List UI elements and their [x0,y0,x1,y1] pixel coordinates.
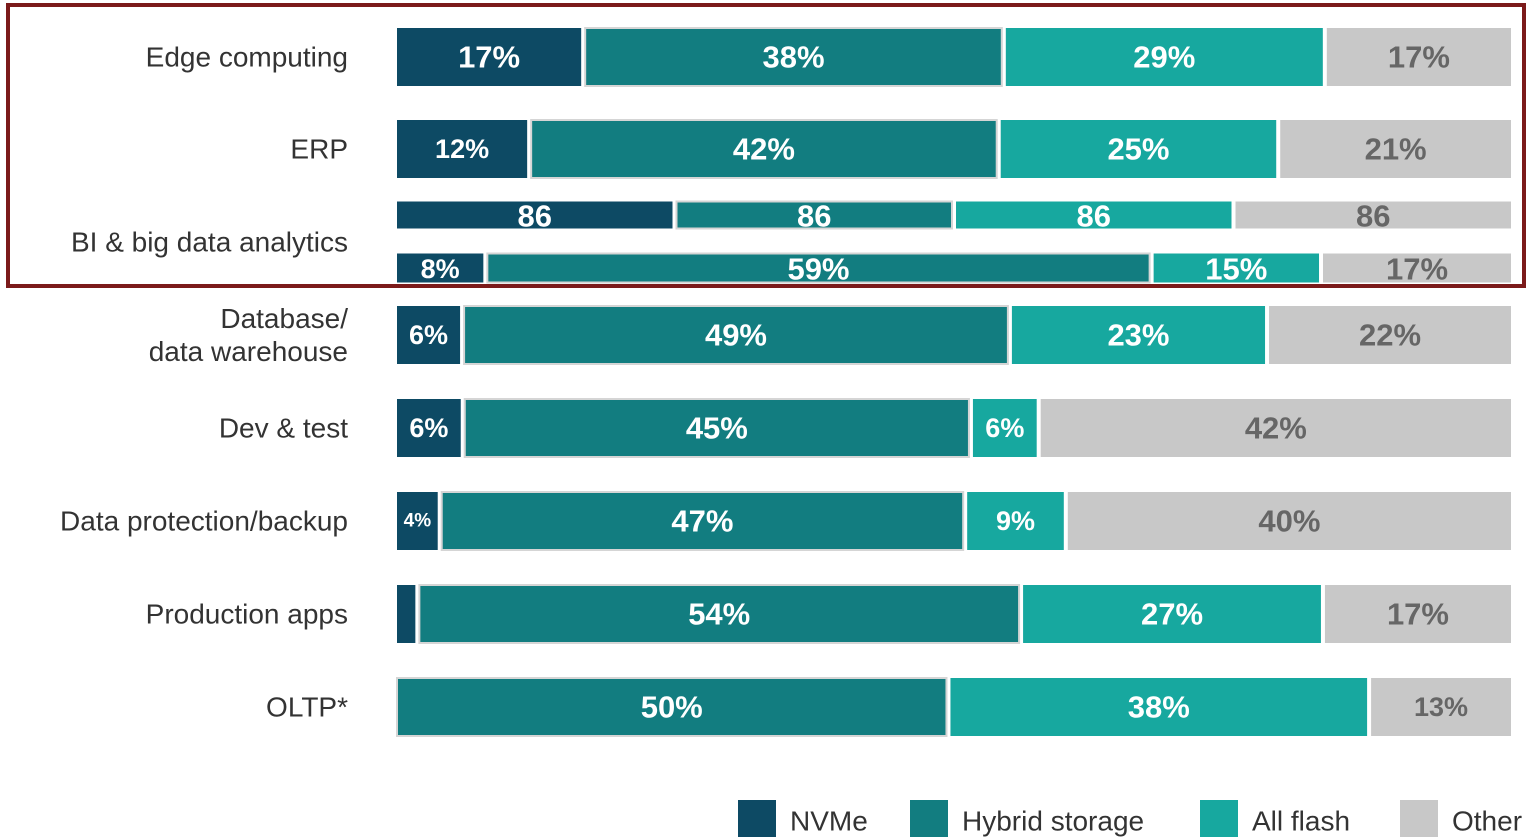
value-label: 86 [1356,199,1390,234]
value-label: 42% [1245,411,1307,446]
value-label: 12% [435,134,489,164]
legend-label: NVMe [790,806,868,837]
value-label: 29% [1133,40,1195,75]
bar-segment [463,305,1009,365]
bar-segment [396,677,948,737]
bar-segment [397,399,461,457]
value-label: 54% [688,597,750,632]
value-label: 23% [1107,318,1169,353]
bar-segment [397,28,582,86]
bar-segment [967,492,1064,550]
value-label: 17% [1387,597,1449,632]
legend-swatch [910,800,948,837]
value-label: 42% [733,132,795,167]
bar-segment [956,201,1232,229]
value-label: 22% [1359,318,1421,353]
legend-swatch [1200,800,1238,837]
category-label: BI & big data analytics [70,226,348,257]
value-label: 40% [1258,504,1320,539]
bar-segment [1067,492,1511,550]
bar-segment [1371,678,1511,736]
bar-segment [584,27,1003,87]
bar-segment [397,120,528,178]
value-label: 13% [1414,692,1468,722]
bar-segment [397,201,673,229]
bar-segment [1235,201,1511,229]
bar-segment [1040,399,1511,457]
value-label: 38% [762,40,824,75]
value-label: 86 [797,199,831,234]
bar-segment [1324,585,1511,643]
value-label: 6% [985,413,1024,443]
bar-segment [397,253,484,283]
value-label: 17% [1386,252,1448,287]
legend-label: Other [1452,806,1522,837]
legend-swatch [738,800,776,837]
value-label: 86 [1077,199,1111,234]
category-label: Production apps [145,598,348,630]
legend-swatch [1400,800,1438,837]
bar-segment [1326,28,1511,86]
bar-segment [1153,253,1320,283]
category-label: Database/ data warehouse [148,303,348,367]
value-label: 59% [787,252,849,287]
bar-segment [950,678,1368,736]
highlight-box [6,3,1526,288]
bar-segment [397,585,416,643]
bar-segment [1011,306,1266,364]
bar-segment [1005,28,1323,86]
legend-label: All flash [1252,806,1350,837]
category-label: Data protection/backup [60,505,348,537]
value-label: 47% [671,504,733,539]
value-label: 9% [996,506,1035,536]
category-label: OLTP* [266,691,348,723]
bar-segment [463,398,970,458]
value-label: 17% [1388,40,1450,75]
bar-segment [530,119,998,179]
value-label: 25% [1107,132,1169,167]
bar-segment [397,492,438,550]
value-label: 6% [409,413,448,443]
bar-segment [1280,120,1511,178]
bar-segment [397,306,461,364]
category-label: ERP [290,133,348,165]
value-label: 17% [458,40,520,75]
value-label: 86 [518,199,552,234]
bar-segment [972,399,1037,457]
value-label: 4% [404,511,432,532]
category-label: Edge computing [145,41,348,73]
bar-segment [1269,306,1511,364]
bar-segment [418,584,1021,644]
value-label: 49% [705,318,767,353]
value-label: 8% [421,254,460,284]
value-label: 21% [1365,132,1427,167]
value-label: 6% [409,320,448,350]
bar-segment [486,252,1151,284]
value-label: 38% [1128,690,1190,725]
bar-segment [675,200,953,230]
value-label: 50% [641,690,703,725]
bar-segment [440,491,965,551]
value-label: 15% [1205,252,1267,287]
legend-label: Hybrid storage [962,806,1144,837]
bar-segment [1023,585,1321,643]
bar-segment [1323,253,1511,283]
value-label: 27% [1141,597,1203,632]
value-label: 45% [686,411,748,446]
bar-segment [1000,120,1277,178]
category-label: Dev & test [218,412,348,444]
